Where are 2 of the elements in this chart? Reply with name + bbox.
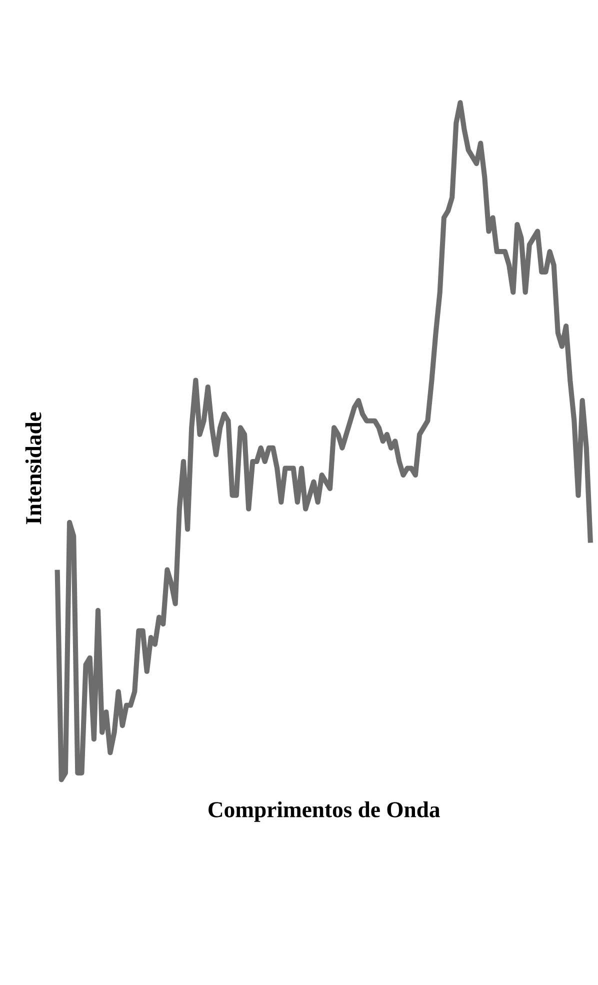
- x-axis-title: Comprimentos de Onda: [208, 801, 440, 822]
- y-axis-title: Intensidade: [25, 412, 42, 524]
